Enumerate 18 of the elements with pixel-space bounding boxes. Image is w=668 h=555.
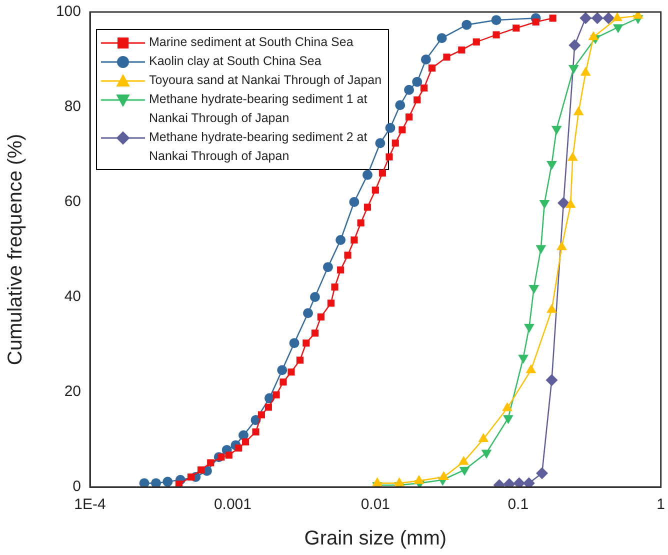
y-tick-label: 0 <box>72 478 81 496</box>
legend-label: Marine sediment at South China Sea <box>149 34 354 51</box>
y-tick-label: 40 <box>64 288 81 306</box>
x-tick-label: 0.01 <box>360 496 390 514</box>
x-tick-label: 1E-4 <box>74 496 106 514</box>
y-tick-label: 100 <box>56 3 81 20</box>
x-tick-label: 1 <box>656 496 665 514</box>
x-tick-label: 0.1 <box>508 496 529 514</box>
y-axis-title: Cumulative frequence (%) <box>4 134 27 366</box>
legend-label: Kaolin clay at South China Sea <box>149 53 322 70</box>
y-tick-label: 60 <box>64 193 81 210</box>
x-axis-title: Grain size (mm) <box>304 528 447 550</box>
y-tick-label: 20 <box>64 383 81 400</box>
legend-label: Methane hydrate-bearing sediment 2 at Nankai Through of Japan <box>149 129 368 165</box>
legend-label: Methane hydrate-bearing sediment 1 at Nankai Through of Japan <box>149 91 368 127</box>
legend-label: Toyoura sand at Nankai Through of Japan <box>149 72 382 89</box>
y-tick-label: 80 <box>64 98 81 116</box>
x-tick-label: 0.001 <box>214 496 252 514</box>
